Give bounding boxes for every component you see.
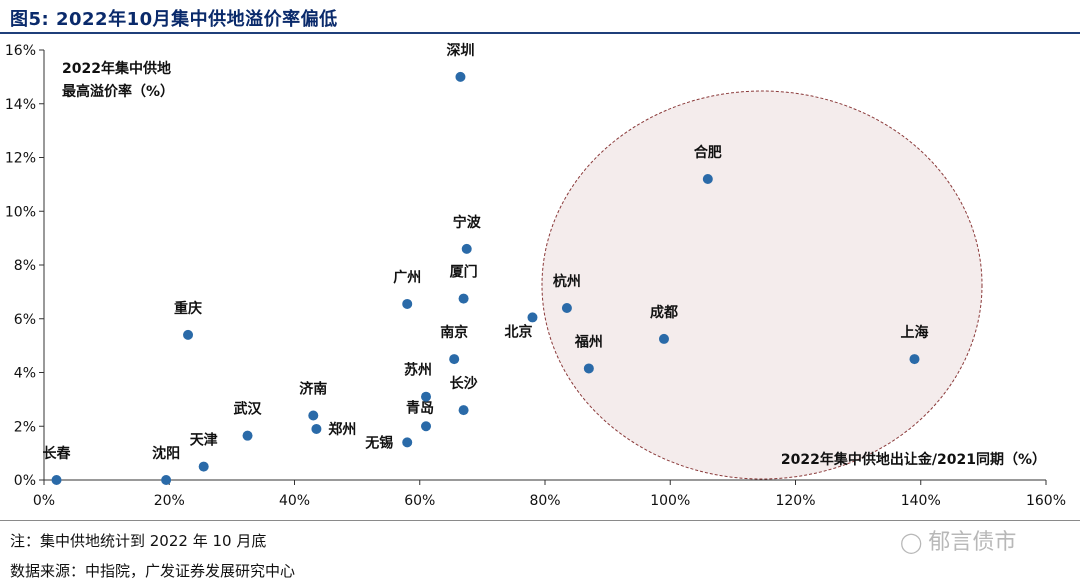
y-tick-label: 12% bbox=[5, 151, 36, 167]
x-tick-label: 20% bbox=[154, 493, 185, 509]
data-point bbox=[308, 410, 319, 421]
x-tick-label: 120% bbox=[775, 493, 815, 509]
footer-divider bbox=[0, 520, 1080, 521]
data-point bbox=[458, 405, 469, 416]
point-label: 无锡 bbox=[364, 434, 393, 451]
x-tick-label: 0% bbox=[33, 493, 55, 509]
y-axis-label: 2022年集中供地 bbox=[62, 60, 171, 77]
point-label: 深圳 bbox=[446, 42, 474, 59]
x-tick-label: 100% bbox=[650, 493, 690, 509]
data-point bbox=[658, 333, 669, 344]
data-point bbox=[455, 71, 466, 82]
data-point bbox=[311, 423, 322, 434]
y-tick-label: 16% bbox=[5, 43, 36, 59]
data-point bbox=[583, 363, 594, 374]
y-tick-label: 6% bbox=[14, 312, 36, 328]
point-label: 济南 bbox=[299, 381, 327, 398]
data-point bbox=[421, 421, 432, 432]
point-label: 郑州 bbox=[328, 421, 356, 438]
y-tick-label: 8% bbox=[14, 258, 36, 274]
scatter-chart: 0% 2% 4% 6% 8% 10% 12% 14% 16% 0% 20% 40% 60% 80% 100%… bbox=[5, 42, 1066, 509]
point-label: 青岛 bbox=[406, 399, 434, 416]
data-point bbox=[561, 303, 572, 313]
point-label: 天津 bbox=[190, 432, 218, 449]
y-tick-label: 2% bbox=[14, 419, 36, 435]
data-point bbox=[161, 475, 172, 485]
point-label: 重庆 bbox=[174, 300, 202, 317]
data-point bbox=[242, 430, 253, 441]
point-label: 长沙 bbox=[450, 375, 478, 392]
point-label: 南京 bbox=[440, 324, 468, 341]
data-point bbox=[198, 461, 209, 472]
highlight-ellipse bbox=[541, 90, 983, 480]
point-label: 合肥 bbox=[694, 144, 722, 161]
x-axis-label: 2022年集中供地出让金/2021同期（%） bbox=[781, 451, 1046, 468]
watermark: ◯ 郁言债市 bbox=[900, 524, 1016, 556]
x-tick-label: 40% bbox=[279, 493, 310, 509]
y-tick-label: 4% bbox=[14, 366, 36, 382]
point-label: 武汉 bbox=[234, 401, 263, 418]
data-point bbox=[909, 354, 920, 365]
data-point bbox=[402, 437, 413, 448]
point-label: 上海 bbox=[900, 324, 928, 341]
point-label: 福州 bbox=[574, 333, 603, 350]
x-tick-label: 160% bbox=[1026, 493, 1066, 509]
data-point bbox=[702, 174, 713, 184]
point-label: 广州 bbox=[393, 269, 421, 286]
data-point bbox=[449, 354, 460, 365]
point-label: 北京 bbox=[504, 323, 532, 340]
data-point bbox=[183, 329, 194, 340]
point-label: 厦门 bbox=[450, 264, 478, 281]
y-tick-label: 10% bbox=[5, 204, 36, 220]
point-label: 长春 bbox=[43, 445, 72, 462]
figure-title: 图5: 2022年10月集中供地溢价率偏低 bbox=[10, 9, 338, 30]
point-label: 杭州 bbox=[553, 273, 581, 290]
title-divider bbox=[0, 32, 1080, 34]
data-point bbox=[51, 475, 62, 485]
footnote: 注：集中供地统计到 2022 年 10 月底 bbox=[10, 532, 267, 550]
data-source: 数据来源：中指院，广发证券发展研究中心 bbox=[10, 562, 296, 580]
point-label: 成都 bbox=[650, 304, 678, 321]
x-tick-label: 140% bbox=[901, 493, 941, 509]
data-point bbox=[402, 298, 413, 309]
y-axis-label: 最高溢价率（%） bbox=[62, 83, 174, 100]
x-tick-label: 80% bbox=[529, 493, 560, 509]
point-label: 沈阳 bbox=[152, 445, 180, 462]
y-tick-label: 14% bbox=[5, 97, 36, 113]
watermark-text: 郁言债市 bbox=[928, 530, 1017, 555]
data-point bbox=[527, 312, 538, 323]
point-label: 苏州 bbox=[404, 362, 432, 379]
data-point bbox=[461, 243, 472, 254]
data-point bbox=[421, 391, 432, 402]
data-point bbox=[458, 293, 469, 304]
y-tick-label: 0% bbox=[14, 473, 36, 489]
wechat-icon: ◯ bbox=[900, 530, 923, 554]
point-label: 宁波 bbox=[453, 214, 482, 231]
x-tick-label: 60% bbox=[404, 493, 435, 509]
